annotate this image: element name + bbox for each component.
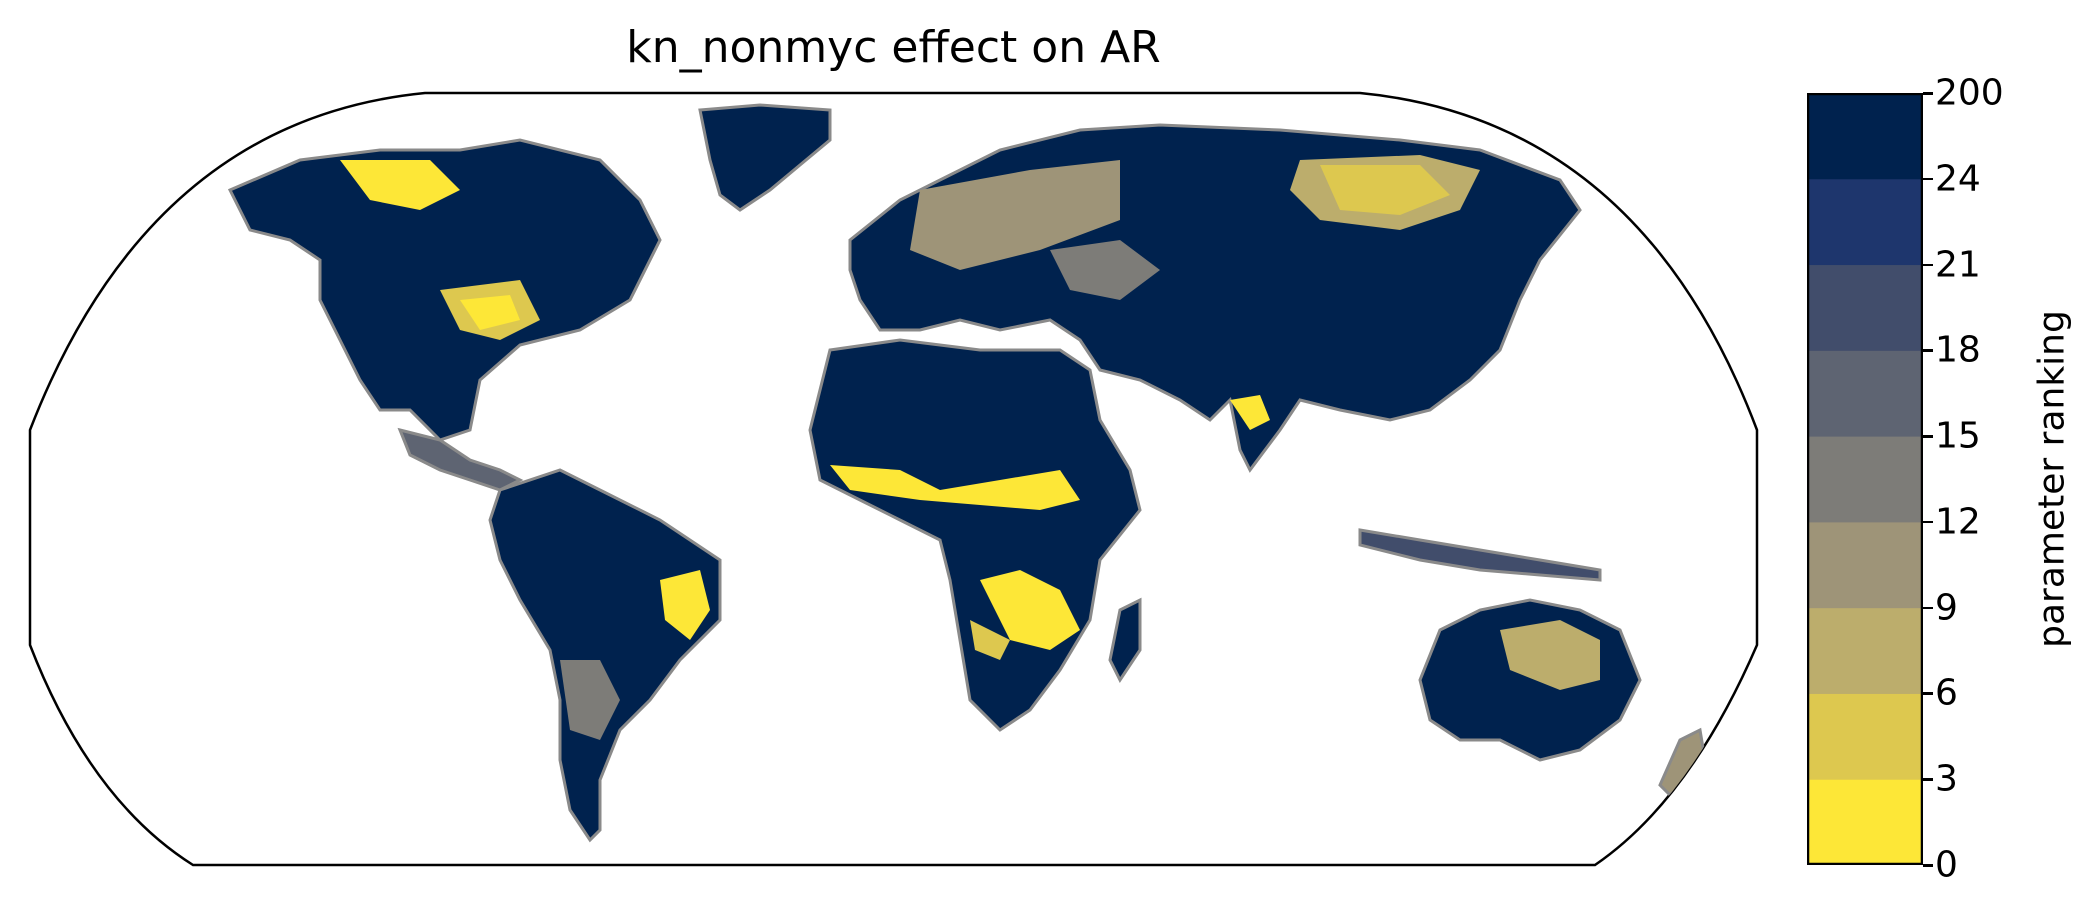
colorbar-tick-label: 3 (1935, 758, 1958, 800)
colorbar-tick-mark (1923, 864, 1933, 867)
colorbar-tick-label: 9 (1935, 587, 1958, 629)
colorbar-label: parameter ranking (2031, 310, 2073, 648)
landmass-central-america (397, 427, 524, 492)
colorbar-tick-label: 200 (1935, 72, 2004, 114)
map-title: kn_nonmyc effect on AR (626, 22, 1161, 73)
land-layer (227, 103, 1707, 843)
colorbar-bin (1807, 93, 1923, 180)
colorbar-tick-mark (1923, 177, 1933, 181)
colorbar-tick-mark (1923, 520, 1933, 524)
low-ranking-regions (340, 155, 1600, 740)
colorbar-tick-mark (1923, 778, 1933, 781)
colorbar-bin (1807, 264, 1923, 351)
colorbar-tick-mark (1923, 692, 1933, 695)
colorbar-bin (1807, 436, 1923, 523)
colorbar (1807, 93, 1923, 865)
colorbar-tick-mark (1923, 435, 1933, 438)
landmass-greenland (698, 103, 832, 212)
colorbar-bin (1807, 350, 1923, 437)
colorbar-tick-mark (1923, 349, 1933, 352)
colorbar-bin (1807, 607, 1923, 694)
colorbar-bin (1807, 178, 1923, 266)
landmass-south-america (488, 468, 722, 843)
landmass-indonesia (1358, 528, 1602, 582)
colorbar-tick-label: 24 (1935, 158, 1981, 200)
colorbar-bin (1807, 521, 1923, 609)
colorbar-bin (1807, 779, 1923, 865)
colorbar-bin (1807, 693, 1923, 780)
colorbar-tick-label: 12 (1935, 501, 1981, 543)
colorbar-tick-label: 21 (1935, 244, 1981, 286)
colorbar-frame (1807, 93, 1923, 865)
colorbar-tick-label: 6 (1935, 672, 1958, 714)
colorbar-tick-mark (1923, 606, 1933, 610)
colorbar-tick-label: 0 (1935, 844, 1958, 886)
colorbar-tick-mark (1923, 92, 1933, 95)
colorbar-tick-label: 15 (1935, 415, 1981, 457)
colorbar-tick-mark (1923, 263, 1933, 267)
landmass-madagascar (1108, 597, 1142, 683)
colorbar-tick-label: 18 (1935, 329, 1981, 371)
